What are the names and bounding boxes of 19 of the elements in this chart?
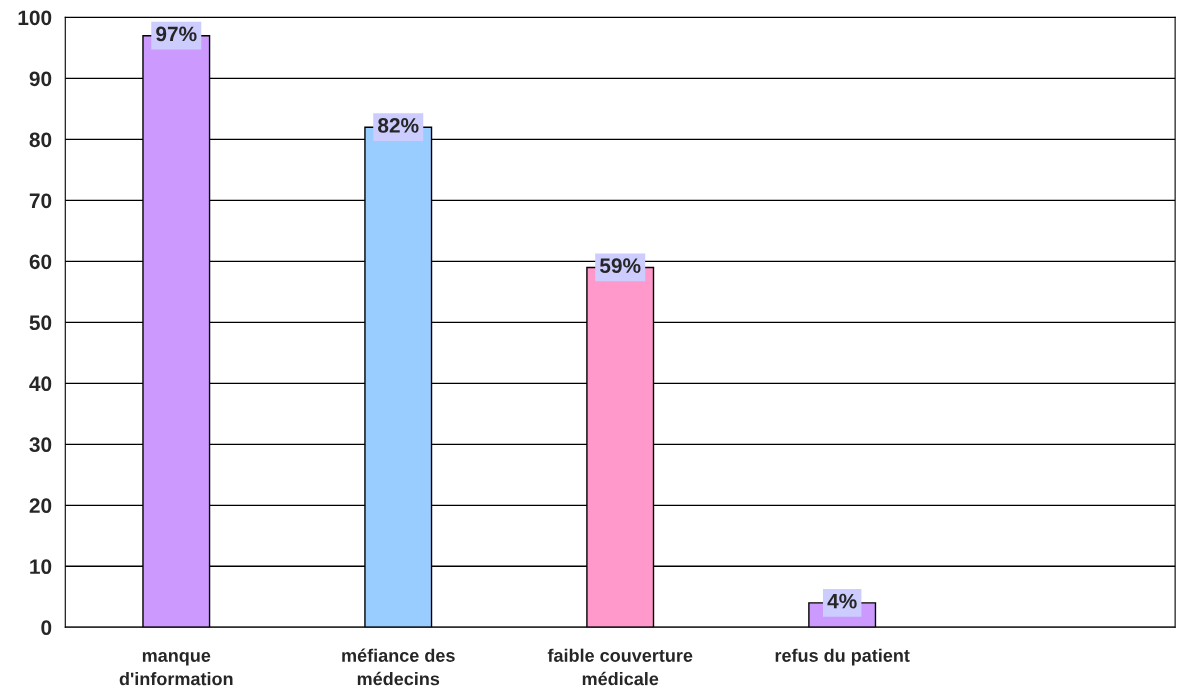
y-tick-label: 20 — [29, 498, 52, 514]
y-tick-label: 10 — [30, 559, 52, 575]
y-tick-label: 60 — [29, 254, 52, 270]
x-tick-label: méfiance des médecins — [342, 648, 455, 686]
data-label: 59% — [600, 258, 641, 274]
data-label: 82% — [378, 118, 419, 133]
x-tick-label: faible couverture médicale — [547, 648, 693, 686]
y-tick-label: 30 — [29, 437, 52, 453]
y-tick-label: 50 — [29, 315, 52, 331]
y-tick-label: 70 — [29, 193, 52, 209]
x-tick-label: manque d'information — [119, 652, 233, 686]
y-tick-label: 80 — [29, 132, 52, 148]
y-tick-label: 40 — [29, 376, 52, 392]
x-tick-label: refus du patient — [775, 648, 910, 666]
y-tick-label: 100 — [18, 10, 52, 26]
data-label: 97% — [156, 26, 197, 42]
data-label: 4% — [827, 593, 857, 609]
y-tick-label: 0 — [41, 620, 52, 636]
y-tick-label: 90 — [29, 71, 52, 87]
